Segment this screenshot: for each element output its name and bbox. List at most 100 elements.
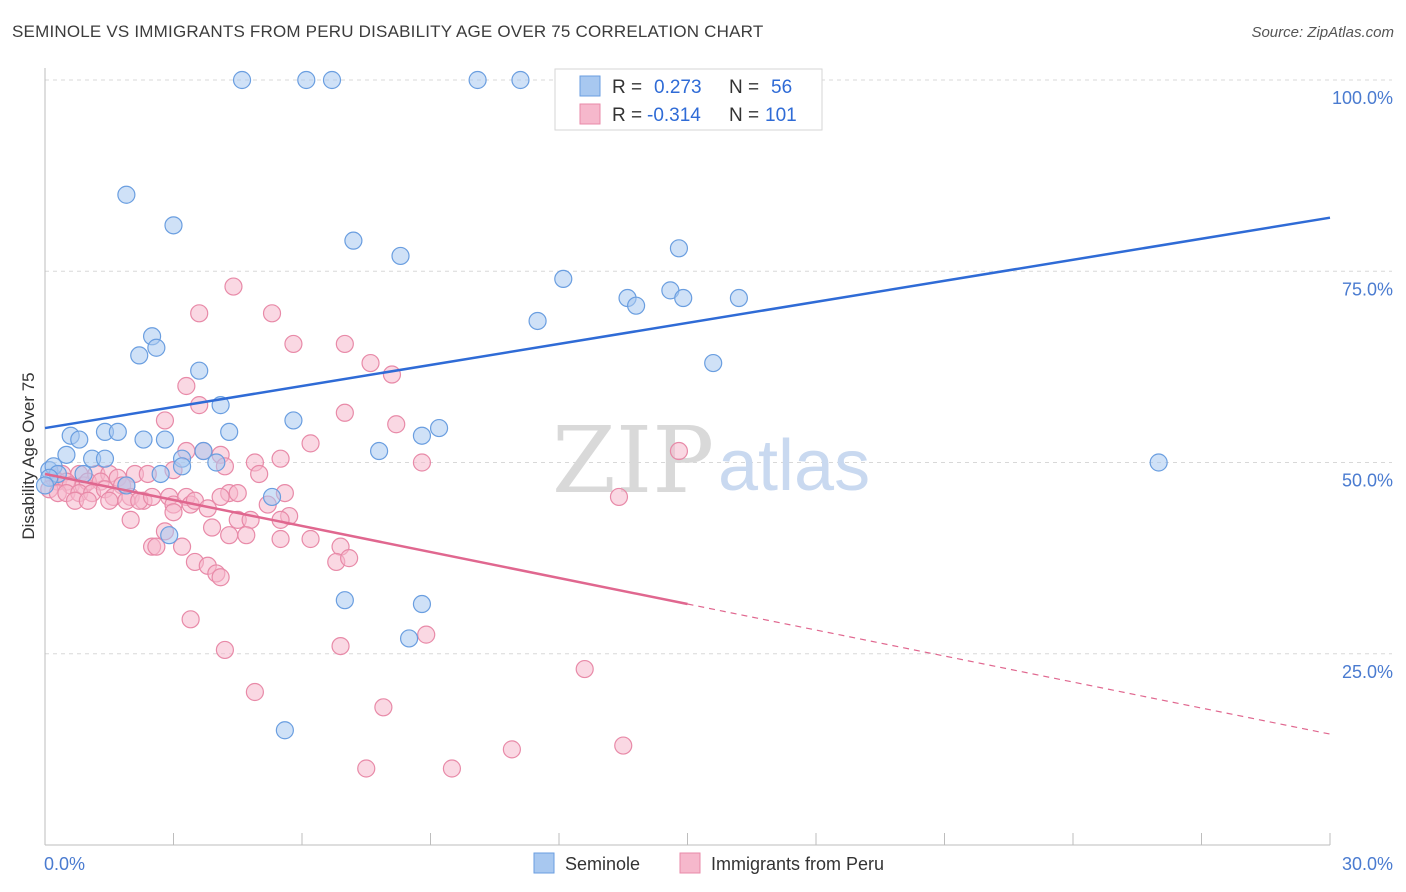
peru-point-6 (382, 365, 402, 384)
seminole-point-32 (220, 422, 239, 441)
legend-r-value-1: 0.273 (654, 77, 702, 98)
seminole-point-5 (117, 185, 136, 204)
peru-point-12 (301, 434, 320, 453)
seminole-point-50 (262, 487, 282, 507)
legend-n-label-1: N = (729, 77, 759, 98)
seminole-point-38 (172, 457, 192, 476)
seminole-point-33 (194, 441, 213, 461)
source-label: Source: ZipAtlas.com (1251, 24, 1394, 41)
peru-point-71 (202, 518, 222, 537)
peru-point-96 (614, 736, 633, 755)
y-axis-label: Disability Age Over 75 (19, 372, 38, 539)
peru-point-19 (412, 453, 432, 472)
peru-point-75 (301, 529, 320, 549)
peru-point-94 (374, 698, 393, 717)
axes (44, 68, 1331, 846)
seminole-point-55 (35, 476, 55, 495)
legend-box: R = 0.273 N = 56 R = -0.314 N = 101 (554, 68, 823, 131)
seminole-point-12 (674, 288, 693, 308)
seminole-point-9 (669, 239, 689, 258)
peru-point-18 (271, 449, 290, 468)
bottom-legend-swatch-peru (679, 852, 701, 874)
seminole-point-23 (284, 411, 303, 430)
seminole-point-15 (729, 288, 749, 308)
x-tick-label-max: 30.0% (1342, 854, 1393, 874)
seminole-point-8 (391, 246, 410, 266)
peru-point-60 (228, 484, 247, 503)
seminole-point-7 (344, 231, 363, 250)
bottom-legend-seminole: Seminole (565, 854, 640, 874)
bottom-legend-peru: Immigrants from Peru (711, 854, 884, 874)
seminole-point-40 (370, 441, 389, 461)
seminole-point-2 (322, 70, 342, 90)
trend-line-seminole (44, 216, 1331, 430)
peru-point-83 (340, 549, 359, 568)
seminole-point-49 (160, 526, 179, 545)
peru-point-95 (502, 740, 521, 759)
chart-title: SEMINOLE VS IMMIGRANTS FROM PERU DISABIL… (12, 22, 764, 41)
seminole-point-19 (130, 346, 149, 365)
peru-point-86 (220, 526, 239, 545)
seminole-point-14 (626, 296, 646, 315)
peru-point-98 (442, 759, 462, 778)
series-seminole-points (35, 70, 1168, 740)
peru-point-69 (164, 503, 183, 522)
trend-line-peru-solid (44, 472, 688, 606)
bottom-legend: Seminole Immigrants from Peru (533, 852, 884, 874)
watermark-zip: ZIP (552, 407, 714, 514)
peru-point-88 (181, 610, 200, 629)
seminole-point-24 (429, 418, 449, 438)
legend-r-label-1: R = (612, 77, 642, 98)
seminole-point-27 (70, 430, 89, 449)
peru-point-92 (575, 659, 594, 679)
peru-point-78 (147, 537, 166, 556)
y-tick-labels: 25.0% 50.0% 75.0% 100.0% (1332, 88, 1393, 682)
seminole-point-53 (399, 629, 419, 648)
trend-line-peru-dashed (687, 603, 1331, 735)
peru-point-11 (387, 415, 406, 434)
peru-point-87 (211, 487, 230, 507)
seminole-point-18 (147, 338, 166, 357)
peru-point-89 (417, 625, 436, 644)
seminole-point-30 (134, 430, 153, 449)
peru-point-49 (78, 491, 97, 510)
y-tick-label-100: 100.0% (1332, 88, 1393, 108)
legend-r-value-2: -0.314 (647, 105, 701, 126)
peru-point-63 (609, 487, 629, 507)
peru-point-0 (224, 277, 243, 296)
peru-point-90 (215, 640, 234, 660)
seminole-point-52 (412, 594, 432, 614)
seminole-point-10 (554, 269, 573, 288)
peru-point-13 (669, 441, 689, 461)
seminole-point-34 (57, 445, 76, 464)
seminole-point-21 (190, 361, 209, 380)
x-tick-label-min: 0.0% (44, 854, 85, 874)
seminole-point-3 (468, 70, 487, 90)
peru-point-1 (262, 304, 282, 323)
peru-point-10 (155, 411, 175, 430)
seminole-point-41 (1149, 453, 1168, 472)
seminole-point-54 (275, 721, 294, 740)
peru-point-3 (284, 334, 303, 354)
seminole-point-0 (232, 70, 252, 90)
watermark-atlas: atlas (718, 426, 870, 506)
peru-point-9 (335, 403, 354, 422)
seminole-point-6 (164, 216, 183, 235)
seminole-point-51 (335, 591, 354, 610)
peru-point-76 (271, 529, 290, 549)
peru-point-7 (177, 376, 196, 396)
seminole-point-4 (511, 70, 530, 90)
legend-n-label-2: N = (729, 105, 759, 126)
legend-n-value-2: 101 (765, 105, 797, 126)
seminole-point-29 (108, 422, 127, 441)
legend-r-label-2: R = (612, 105, 642, 126)
seminole-point-47 (151, 464, 170, 484)
legend-swatch-seminole (579, 75, 601, 97)
peru-point-4 (335, 334, 354, 354)
peru-point-93 (245, 682, 264, 702)
peru-point-74 (172, 537, 192, 556)
trend-lines (44, 216, 1331, 735)
peru-point-29 (250, 464, 269, 484)
peru-point-97 (357, 759, 376, 778)
